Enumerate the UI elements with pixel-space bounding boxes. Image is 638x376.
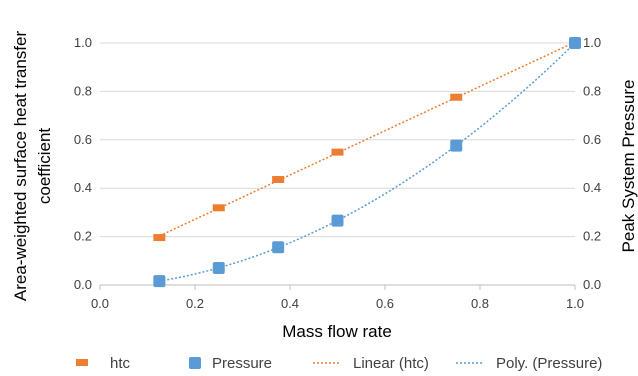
pressure-point-2: [272, 241, 285, 254]
htc-point-3: [331, 148, 344, 156]
htc-point-1: [212, 204, 225, 212]
legend-label-pressure: Pressure: [212, 355, 272, 372]
pressure-point-1: [212, 262, 225, 275]
y-tick-label-0: 0.0: [74, 277, 92, 292]
pressure-point-4: [450, 139, 463, 152]
y2-tick-label-3: 0.6: [583, 132, 601, 147]
y-tick-label-1: 0.2: [74, 229, 92, 244]
data-marks: [153, 37, 581, 288]
legend: htc Pressure Linear (htc) Poly. (Pressur…: [76, 355, 602, 372]
legend-marker-pressure: [189, 357, 201, 369]
y2-tick-label-0: 0.0: [583, 277, 601, 292]
x-tick-label-3: 0.6: [376, 296, 394, 311]
legend-label-htc: htc: [110, 355, 131, 372]
y2-tick-label-2: 0.4: [583, 180, 601, 195]
y-axis-title-line-2: coefficient: [35, 128, 54, 205]
trendlines: [159, 41, 576, 282]
x-tick-label-5: 1.0: [566, 296, 584, 311]
pressure-point-5: [569, 37, 581, 49]
x-tick-label-4: 0.8: [471, 296, 489, 311]
pressure-point-0: [153, 275, 166, 288]
legend-label-poly-pressure: Poly. (Pressure): [496, 355, 602, 372]
y2-tick-label-1: 0.2: [583, 229, 601, 244]
x-tick-label-2: 0.4: [281, 296, 299, 311]
htc-point-0: [153, 234, 166, 242]
htc-point-2: [272, 175, 285, 183]
y-axis-title-line-1: Area-weighted surface heat transfer: [11, 31, 30, 302]
x-tick-label-1: 0.2: [186, 296, 204, 311]
gridlines: [100, 42, 575, 238]
y-tick-label-5: 1.0: [74, 35, 92, 50]
legend-marker-htc: [76, 359, 88, 366]
y-tick-label-2: 0.4: [74, 180, 92, 195]
htc-point-4: [450, 93, 463, 101]
y2-axis-title: Peak System Pressure: [619, 80, 638, 253]
trendline-poly-pressure: [159, 42, 576, 282]
trendline-linear-htc: [159, 41, 576, 237]
pressure-point-3: [331, 214, 344, 227]
y2-tick-label-4: 0.8: [583, 83, 601, 98]
y2-tick-label-5: 1.0: [583, 35, 601, 50]
y-tick-label-3: 0.6: [74, 132, 92, 147]
y-tick-label-4: 0.8: [74, 83, 92, 98]
legend-label-linear-htc: Linear (htc): [353, 355, 429, 372]
x-tick-label-0: 0.0: [91, 296, 109, 311]
axes: 0.0 0.2 0.4 0.6 0.8 1.0 0.0 0.2 0.4 0.6 0.8 1.0 0.0 0…: [74, 35, 601, 311]
x-axis-title: Mass flow rate: [282, 322, 392, 341]
